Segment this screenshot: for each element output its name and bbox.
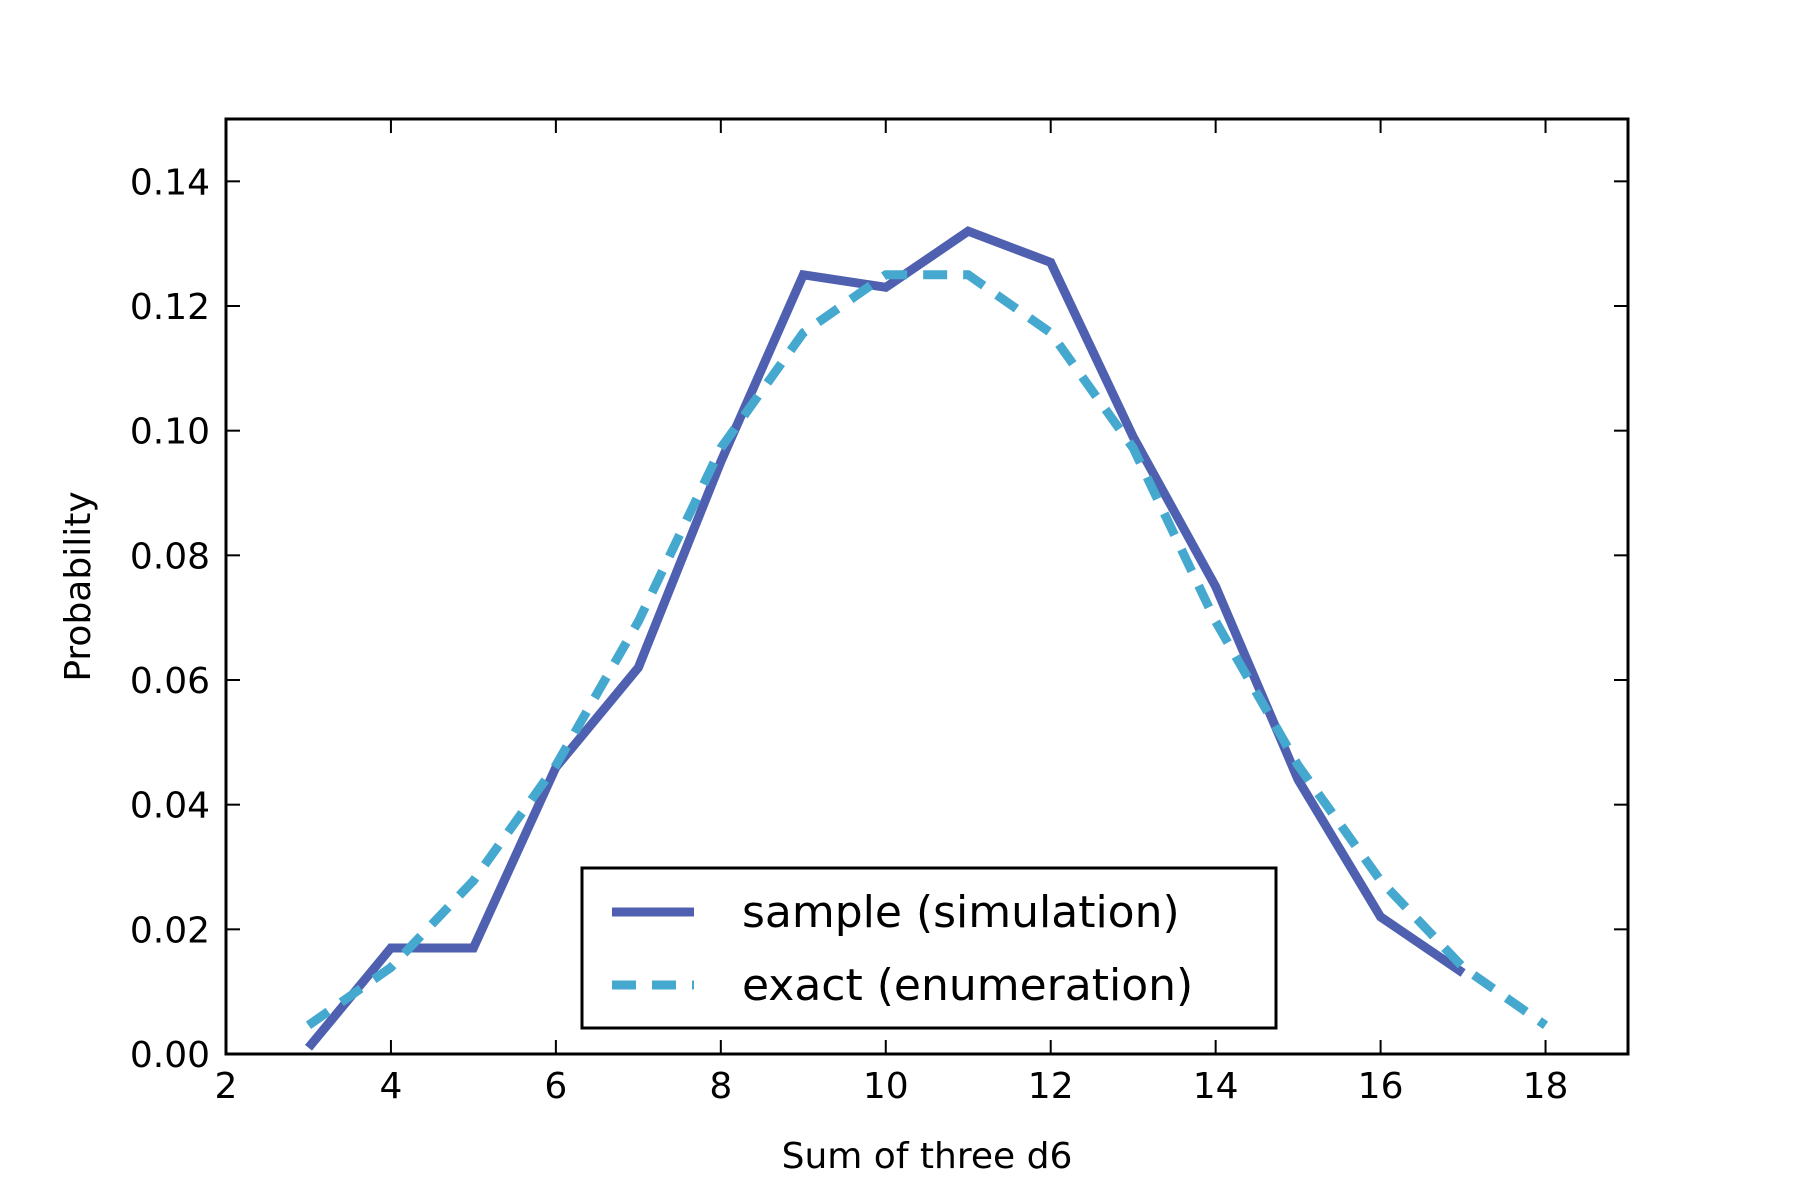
x-axis-label: Sum of three d6 (782, 1136, 1073, 1177)
x-tick-label: 14 (1193, 1066, 1239, 1107)
x-tick-label: 18 (1523, 1066, 1569, 1107)
plot-frame (224, 117, 1630, 1056)
legend-box (580, 866, 1278, 1030)
y-tick-label: 0.04 (130, 786, 210, 827)
series-line-sample (305, 226, 1466, 1051)
y-tick-label: 0.12 (130, 287, 210, 328)
x-tick-label: 2 (215, 1066, 238, 1107)
y-tick-label: 0.00 (130, 1035, 210, 1076)
ticks-layer: 2 4 6 8 10 12 14 16 18 0.00 0.02 0.04 0.06 0.08 0.10 0.… (130, 119, 1628, 1107)
x-tick-label: 6 (544, 1066, 567, 1107)
x-tick-label: 10 (863, 1066, 909, 1107)
y-tick-label: 0.14 (130, 162, 210, 203)
y-tick-label: 0.02 (130, 910, 210, 951)
x-tick-label: 8 (709, 1066, 732, 1107)
series-layer (305, 226, 1549, 1051)
y-axis-label: Probability (58, 491, 99, 681)
legend-label-exact: exact (enumeration) (742, 960, 1193, 1011)
series-line-exact (305, 270, 1549, 1029)
y-tick-label: 0.06 (130, 661, 210, 702)
x-tick-label: 16 (1358, 1066, 1404, 1107)
x-tick-label: 12 (1028, 1066, 1074, 1107)
x-tick-label: 4 (379, 1066, 402, 1107)
legend: sample (simulation) exact (enumeration) (580, 866, 1278, 1030)
y-tick-label: 0.10 (130, 412, 210, 453)
legend-label-sample: sample (simulation) (742, 887, 1180, 938)
y-tick-label: 0.08 (130, 536, 210, 577)
